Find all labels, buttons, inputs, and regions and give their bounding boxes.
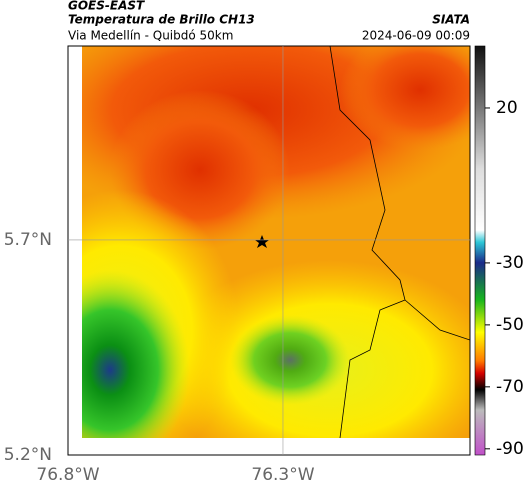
y-tick-label: 5.2°N xyxy=(4,445,52,465)
colorbar-tick-label: -90 xyxy=(496,439,524,459)
subtitle: Via Medellín - Quibdó 50km xyxy=(68,29,233,43)
x-tick-label: 76.8°W xyxy=(36,465,99,485)
x-tick-label: 76.3°W xyxy=(251,465,314,485)
colorbar-tick-label: -30 xyxy=(496,253,524,273)
colorbar-tick-label: 20 xyxy=(496,98,518,118)
temperature-field xyxy=(82,46,470,438)
colorbar-tick-label: -50 xyxy=(496,315,524,335)
y-tick-label: 5.7°N xyxy=(4,230,52,250)
title: Temperatura de Brillo CH13 xyxy=(68,13,255,27)
source: SIATA xyxy=(432,13,470,27)
product: GOES-EAST xyxy=(68,0,145,13)
colorbar-tick-label: -70 xyxy=(496,377,524,397)
colorbar xyxy=(474,45,486,456)
timestamp: 2024-06-09 00:09 xyxy=(362,29,470,43)
map-frame xyxy=(67,45,471,456)
